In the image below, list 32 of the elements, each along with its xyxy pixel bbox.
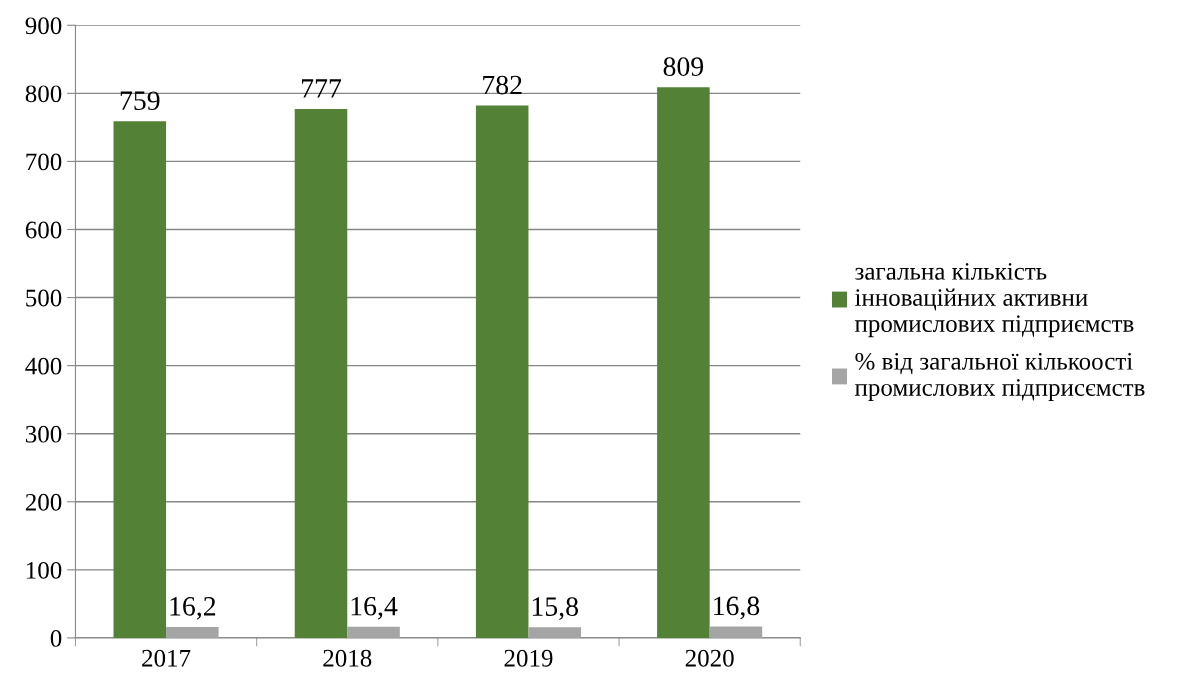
x-tick-label: 2017	[142, 649, 191, 667]
x-tick-label: 2019	[504, 649, 553, 667]
y-tick-label: 500	[26, 289, 62, 307]
bar	[347, 626, 400, 638]
legend-label: % від загальної кількоості промислових підприсємств	[854, 352, 1145, 401]
y-tick-label: 100	[26, 561, 62, 579]
data-label: 777	[301, 79, 342, 98]
y-tick-label: 200	[25, 493, 62, 511]
y-tick-label: 400	[25, 357, 62, 375]
bar	[475, 105, 529, 638]
x-tick-label: 2018	[323, 649, 372, 667]
bar	[709, 626, 763, 638]
bar	[657, 87, 710, 638]
bar	[528, 627, 582, 638]
y-tick-label: 300	[25, 425, 62, 443]
bar	[113, 121, 167, 638]
y-tick-label: 800	[25, 85, 62, 103]
x-tick-label: 2020	[685, 649, 734, 667]
y-tick-label: 0	[50, 629, 62, 647]
data-label: 16,2	[170, 597, 216, 620]
y-tick-label: 900	[25, 17, 62, 35]
data-label: 15,8	[532, 597, 578, 620]
legend-label: загальна кількість інноваційних активни промислових підприємств	[854, 263, 1134, 338]
bar	[294, 109, 348, 638]
data-label: 782	[483, 75, 522, 95]
data-label: 16,8	[714, 596, 760, 620]
y-tick-label: 700	[26, 153, 62, 171]
data-label: 759	[120, 91, 160, 111]
y-tick-label: 600	[25, 221, 62, 239]
bar	[166, 626, 219, 638]
data-label: 16,4	[351, 596, 398, 620]
data-label: 809	[663, 57, 704, 77]
